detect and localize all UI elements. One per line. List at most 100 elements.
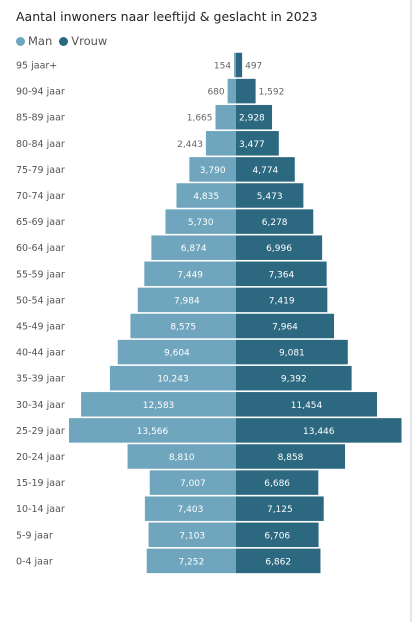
data-label-vrouw: 6,996 — [266, 244, 292, 254]
data-label-man: 4,835 — [193, 192, 219, 202]
bar-man — [144, 261, 236, 287]
bar-vrouw — [236, 444, 346, 469]
data-label-vrouw: 6,278 — [262, 218, 288, 228]
data-label-vrouw: 4,774 — [253, 166, 279, 176]
bar-man — [130, 313, 236, 339]
category-label: 55-59 jaar — [16, 269, 65, 280]
bar-vrouw — [236, 104, 273, 130]
category-label: 45-49 jaar — [16, 322, 65, 333]
data-label-man: 5,730 — [188, 218, 214, 228]
bar-vrouw — [236, 78, 256, 104]
bar-vrouw — [236, 261, 327, 287]
data-label-vrouw: 497 — [245, 62, 262, 72]
legend-dot-man — [16, 36, 25, 46]
category-label: 20-24 jaar — [16, 452, 65, 463]
data-label-man: 9,604 — [164, 349, 190, 359]
category-label: 10-14 jaar — [16, 504, 65, 515]
category-label: 65-69 jaar — [16, 217, 65, 228]
category-label: 90-94 jaar — [16, 87, 65, 98]
bar-vrouw — [236, 339, 348, 365]
bar-vrouw — [236, 209, 314, 234]
category-label: 70-74 jaar — [16, 191, 65, 202]
category-label: 80-84 jaar — [16, 139, 65, 150]
bar-vrouw — [236, 548, 321, 574]
category-label: 95 jaar+ — [16, 61, 57, 72]
bar-man — [117, 339, 236, 365]
bar-man — [205, 131, 236, 156]
bar-man — [227, 78, 236, 104]
data-label-man: 6,874 — [181, 244, 207, 254]
chart-title: Aantal inwoners naar leeftijd & geslacht… — [16, 9, 318, 24]
bar-vrouw — [236, 496, 324, 521]
bar-man — [109, 365, 236, 391]
bar-man — [189, 157, 236, 182]
data-label-man: 8,575 — [170, 323, 196, 333]
data-label-man: 7,103 — [179, 531, 205, 541]
bar-man — [81, 392, 236, 417]
data-label-man: 13,566 — [137, 427, 169, 437]
category-label: 35-39 jaar — [16, 374, 65, 385]
data-label-vrouw: 1,592 — [259, 88, 285, 98]
bar-man — [144, 496, 236, 521]
data-label-vrouw: 6,862 — [265, 557, 291, 567]
bar-man — [165, 209, 236, 234]
data-label-vrouw: 3,477 — [239, 140, 265, 150]
data-label-vrouw: 11,454 — [291, 401, 323, 411]
data-label-vrouw: 7,125 — [267, 505, 293, 515]
bar-man — [127, 444, 236, 469]
bar-man — [149, 470, 236, 495]
bar-vrouw — [236, 287, 328, 313]
data-label-man: 10,243 — [157, 375, 189, 385]
bar-man — [151, 235, 236, 260]
data-label-vrouw: 5,473 — [257, 192, 283, 202]
bar-man — [146, 548, 236, 574]
bar-vrouw — [236, 470, 319, 495]
data-label-man: 7,984 — [174, 296, 200, 306]
category-label: 40-44 jaar — [16, 348, 65, 359]
data-label-man: 12,583 — [143, 401, 175, 411]
bar-vrouw — [236, 157, 295, 182]
category-label: 0-4 jaar — [16, 556, 53, 567]
bar-man — [137, 287, 236, 313]
category-label: 50-54 jaar — [16, 295, 65, 306]
data-label-vrouw: 6,706 — [264, 531, 290, 541]
data-label-man: 8,810 — [169, 453, 195, 463]
category-label: 85-89 jaar — [16, 113, 65, 124]
data-label-man: 680 — [207, 88, 224, 98]
data-label-vrouw: 7,419 — [269, 296, 295, 306]
bar-vrouw — [236, 313, 335, 339]
bar-vrouw — [236, 183, 304, 208]
data-label-man: 7,007 — [180, 479, 206, 489]
data-label-vrouw: 2,928 — [239, 114, 265, 124]
bar-vrouw — [236, 235, 323, 260]
legend-label-vrouw: Vrouw — [71, 34, 108, 48]
bar-vrouw — [236, 52, 243, 78]
category-label: 15-19 jaar — [16, 478, 65, 489]
category-label: 60-64 jaar — [16, 243, 65, 254]
data-label-man: 7,252 — [178, 557, 204, 567]
bar-vrouw — [236, 522, 319, 548]
bar-vrouw — [236, 418, 402, 443]
data-label-vrouw: 9,081 — [279, 349, 305, 359]
data-label-vrouw: 7,364 — [268, 270, 294, 280]
category-label: 5-9 jaar — [16, 530, 53, 541]
legend-item-man[interactable]: Man — [16, 34, 52, 48]
data-label-man: 3,790 — [200, 166, 226, 176]
category-label: 30-34 jaar — [16, 400, 65, 411]
bar-vrouw — [236, 131, 279, 156]
data-label-vrouw: 6,686 — [264, 479, 290, 489]
legend-dot-vrouw — [59, 36, 69, 46]
legend-label-man: Man — [28, 34, 53, 48]
bar-man — [215, 104, 236, 130]
legend: Man Vrouw — [16, 34, 114, 48]
legend-item-vrouw[interactable]: Vrouw — [59, 34, 107, 48]
bar-man — [234, 52, 236, 78]
data-label-man: 1,665 — [187, 114, 213, 124]
bar-man — [148, 522, 236, 548]
data-label-man: 154 — [214, 62, 231, 72]
bar-vrouw — [236, 392, 378, 417]
bar-man — [69, 418, 236, 443]
bar-vrouw — [236, 365, 352, 391]
category-label: 75-79 jaar — [16, 165, 65, 176]
